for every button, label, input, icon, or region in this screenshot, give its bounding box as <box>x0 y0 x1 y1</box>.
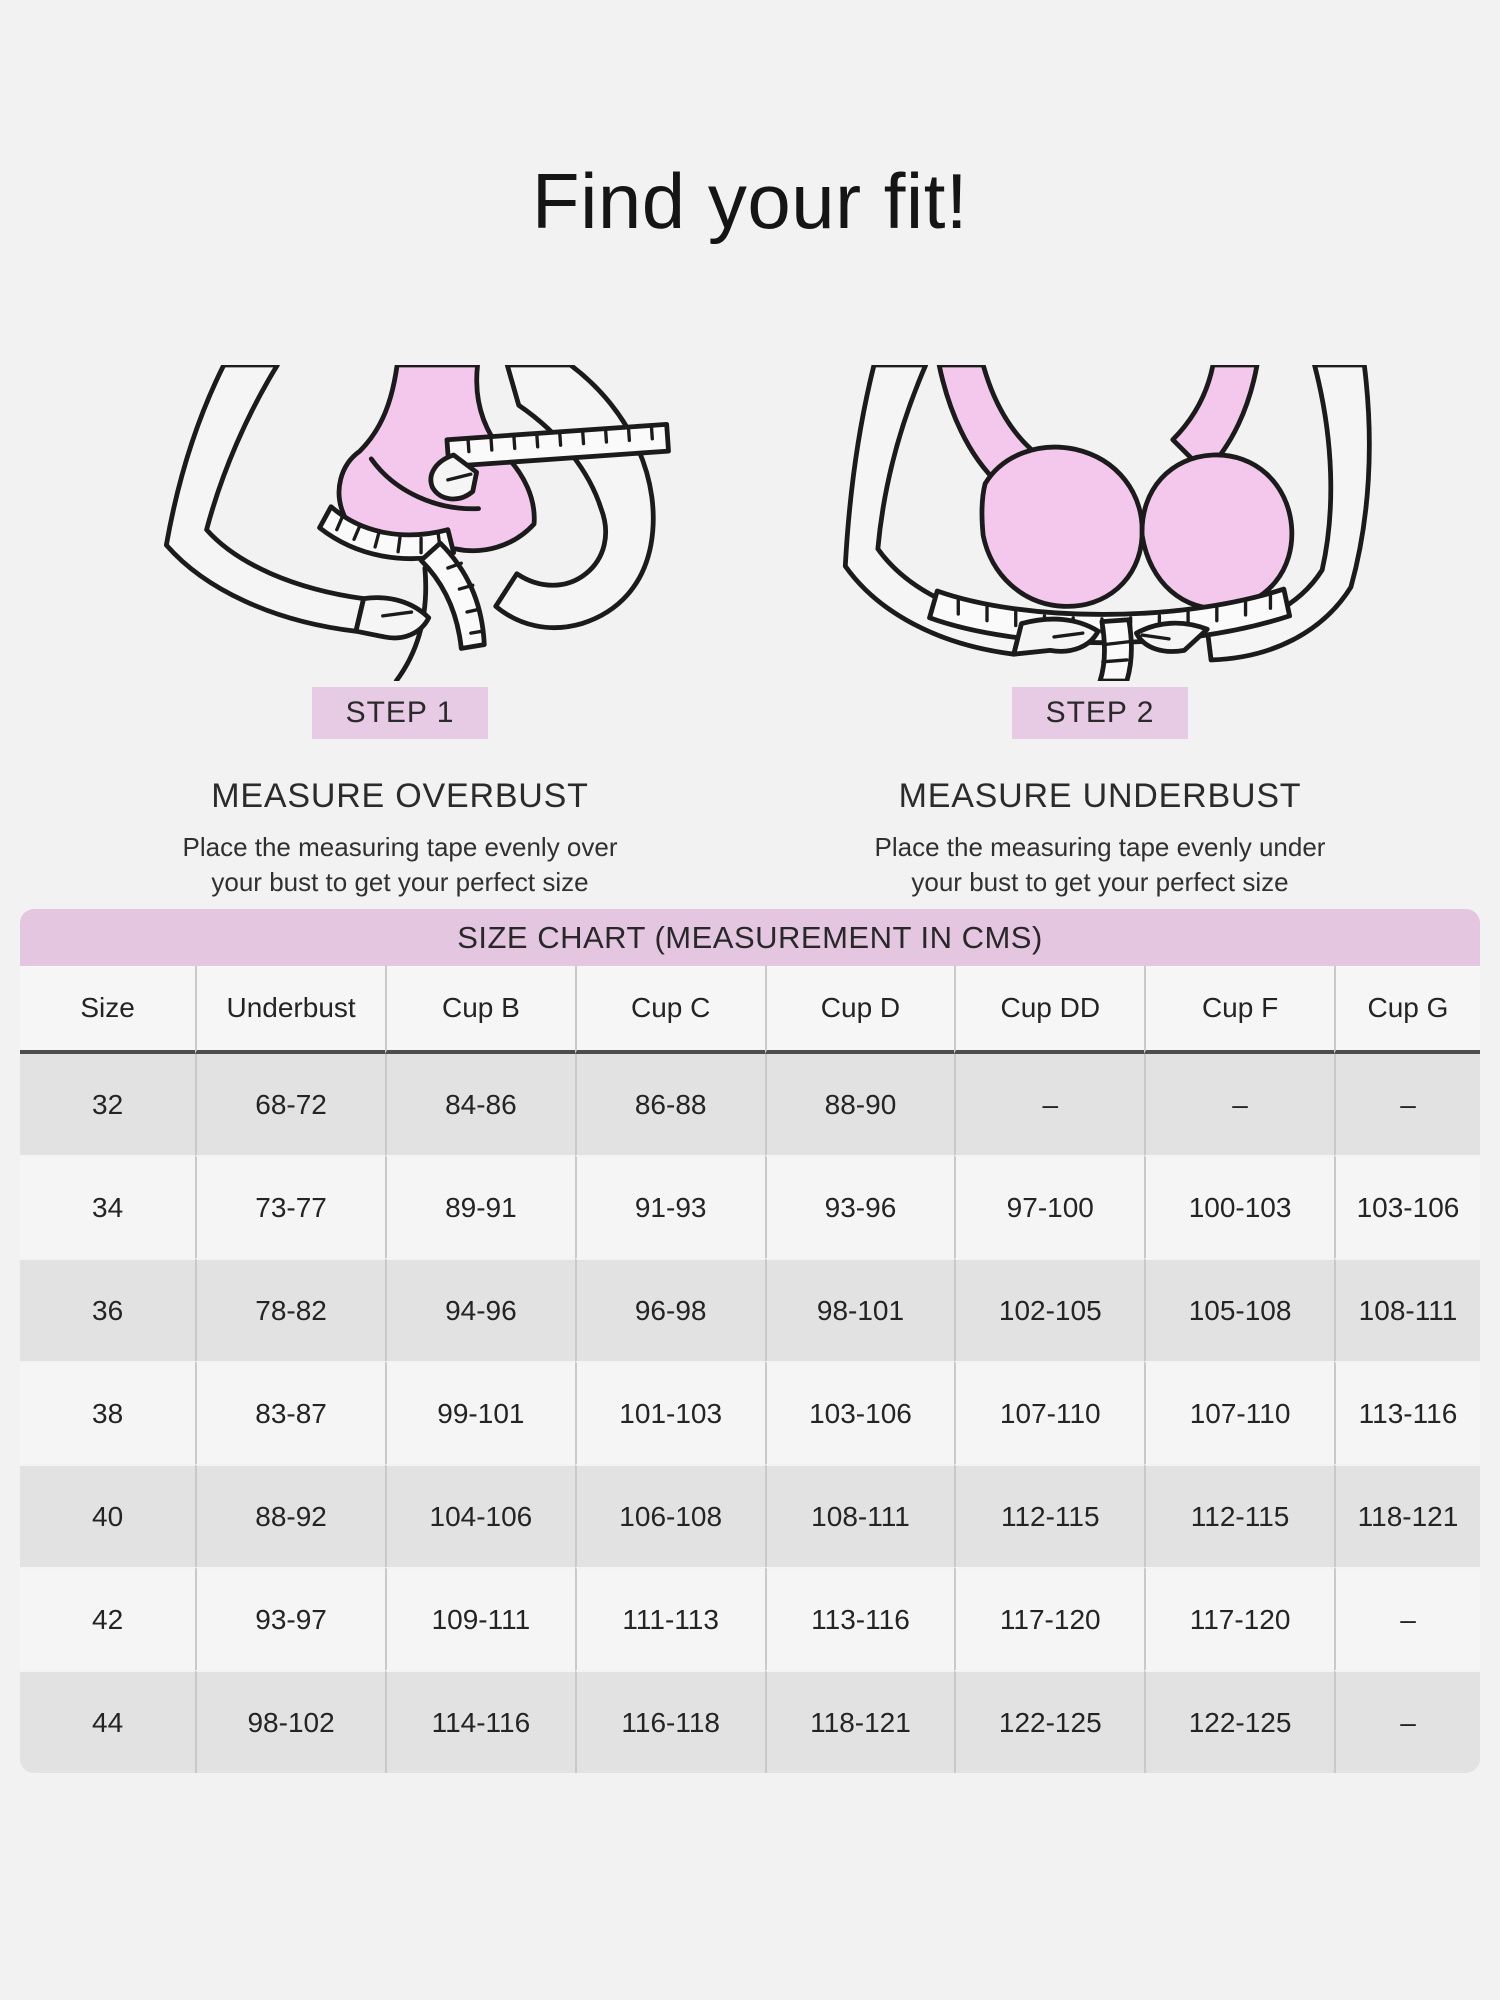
column-header: Size <box>20 966 196 1055</box>
measurement-cell: 103-106 <box>764 1361 955 1465</box>
measurement-cell: 118-121 <box>1333 1464 1480 1568</box>
table-row: 42 93-97 109-111 111-113 113-116 117-120 117-1… <box>20 1567 1480 1671</box>
measurement-cell: 96-98 <box>574 1258 765 1362</box>
measurement-cell: 103-106 <box>1333 1155 1480 1259</box>
size-cell: 40 <box>20 1464 196 1568</box>
table-row: 40 88-92 104-106 106-108 108-111 112-115 112-1… <box>20 1464 1480 1568</box>
size-cell: 42 <box>20 1567 196 1671</box>
underbust-measure-illustration <box>750 363 1450 681</box>
measurement-cell: 86-88 <box>574 1054 765 1156</box>
measurement-cell: 84-86 <box>384 1054 575 1156</box>
measurement-cell: 122-125 <box>954 1670 1145 1774</box>
measurement-cell: 117-120 <box>954 1567 1145 1671</box>
measurement-cell: 89-91 <box>384 1155 575 1259</box>
measurement-cell: 68-72 <box>195 1054 385 1156</box>
measurement-cell: 88-90 <box>764 1054 955 1156</box>
step-2-badge: STEP 2 <box>1011 687 1189 739</box>
measurement-cell: 83-87 <box>195 1361 385 1465</box>
size-cell: 36 <box>20 1258 196 1362</box>
measurement-cell: 122-125 <box>1144 1670 1334 1774</box>
table-row: 34 73-77 89-91 91-93 93-96 97-100 100-103 103-1… <box>20 1155 1480 1259</box>
measurement-cell: 118-121 <box>764 1670 955 1774</box>
measurement-cell: 112-115 <box>954 1464 1145 1568</box>
measurement-cell: 100-103 <box>1144 1155 1334 1259</box>
step-2-description: Place the measuring tape evenly under yo… <box>750 830 1450 899</box>
measurement-cell: 98-101 <box>764 1258 955 1362</box>
measurement-cell: 114-116 <box>384 1670 575 1774</box>
size-chart-title: SIZE CHART (MEASUREMENT IN CMS) <box>20 909 1480 967</box>
size-chart-rows: 32 68-72 84-86 86-88 88-90– – –34 73-77 89-91 91-… <box>20 1054 1480 1774</box>
measurement-cell: 113-116 <box>1333 1361 1480 1465</box>
measurement-cell: 73-77 <box>195 1155 385 1259</box>
measurement-cell: 97-100 <box>954 1155 1145 1259</box>
measurement-cell: 113-116 <box>764 1567 955 1671</box>
underbust-measure-icon <box>842 365 1372 681</box>
measurement-cell: 108-111 <box>1333 1258 1480 1362</box>
measurement-cell: – <box>1144 1054 1334 1156</box>
measurement-cell: 101-103 <box>574 1361 765 1465</box>
step-1-description-line2: your bust to get your perfect size <box>211 866 589 897</box>
overbust-measure-illustration <box>50 363 750 681</box>
measurement-cell: – <box>1333 1567 1480 1671</box>
measurement-cell: – <box>954 1054 1145 1156</box>
column-header: Cup DD <box>954 966 1145 1055</box>
table-row: 32 68-72 84-86 86-88 88-90– – – <box>20 1054 1480 1156</box>
measurement-cell: 93-97 <box>195 1567 385 1671</box>
measurement-cell: 88-92 <box>195 1464 385 1568</box>
step-1-badge: STEP 1 <box>311 687 489 739</box>
measurement-cell: 111-113 <box>574 1567 765 1671</box>
measurement-cell: 91-93 <box>574 1155 765 1259</box>
measurement-cell: 108-111 <box>764 1464 955 1568</box>
measure-steps: STEP 1 MEASURE OVERBUST Place the measur… <box>0 363 1500 899</box>
measurement-cell: 98-102 <box>195 1670 385 1774</box>
size-cell: 38 <box>20 1361 196 1465</box>
step-2-description-line1: Place the measuring tape evenly under <box>874 832 1326 862</box>
measurement-cell: 107-110 <box>1144 1361 1334 1465</box>
column-header: Cup B <box>384 966 575 1055</box>
measurement-cell: 116-118 <box>574 1670 765 1774</box>
column-header: Cup D <box>764 966 955 1055</box>
table-row: 36 78-82 94-96 96-98 98-101 102-105 105-108 108… <box>20 1258 1480 1362</box>
measurement-cell: – <box>1333 1054 1480 1156</box>
column-header: Cup F <box>1144 966 1334 1055</box>
step-2-heading: MEASURE UNDERBUST <box>898 777 1302 815</box>
step-1-description: Place the measuring tape evenly over you… <box>50 830 750 899</box>
step-2-column: STEP 2 MEASURE UNDERBUST Place the measu… <box>750 363 1450 899</box>
overbust-measure-icon <box>163 365 671 681</box>
measurement-cell: 106-108 <box>574 1464 765 1568</box>
measurement-cell: 104-106 <box>384 1464 575 1568</box>
size-cell: 44 <box>20 1670 196 1774</box>
measurement-cell: 105-108 <box>1144 1258 1334 1362</box>
column-header: Cup C <box>574 966 765 1055</box>
column-header: Underbust <box>195 966 385 1055</box>
size-cell: 34 <box>20 1155 196 1259</box>
measurement-cell: – <box>1333 1670 1480 1774</box>
measurement-cell: 99-101 <box>384 1361 575 1465</box>
measurement-cell: 107-110 <box>954 1361 1145 1465</box>
measurement-cell: 93-96 <box>764 1155 955 1259</box>
step-2-description-line2: your bust to get your perfect size <box>911 866 1289 897</box>
step-1-description-line1: Place the measuring tape evenly over <box>182 832 618 862</box>
measurement-cell: 102-105 <box>954 1258 1145 1362</box>
table-row: 38 83-87 99-101 101-103 103-106 107-110 107-11… <box>20 1361 1480 1465</box>
step-1-heading: MEASURE OVERBUST <box>211 777 589 815</box>
page-title: Find your fit! <box>531 157 969 245</box>
size-cell: 32 <box>20 1054 196 1156</box>
table-row: 44 98-102 114-116 116-118 118-121 122-125 122-… <box>20 1670 1480 1774</box>
step-1-column: STEP 1 MEASURE OVERBUST Place the measur… <box>50 363 750 899</box>
measurement-cell: 94-96 <box>384 1258 575 1362</box>
measurement-cell: 78-82 <box>195 1258 385 1362</box>
size-chart-section: SIZE CHART (MEASUREMENT IN CMS) Size Unde… <box>20 909 1480 1774</box>
measurement-cell: 112-115 <box>1144 1464 1334 1568</box>
measurement-cell: 117-120 <box>1144 1567 1334 1671</box>
column-header: Cup G <box>1333 966 1480 1055</box>
measurement-cell: 109-111 <box>384 1567 575 1671</box>
